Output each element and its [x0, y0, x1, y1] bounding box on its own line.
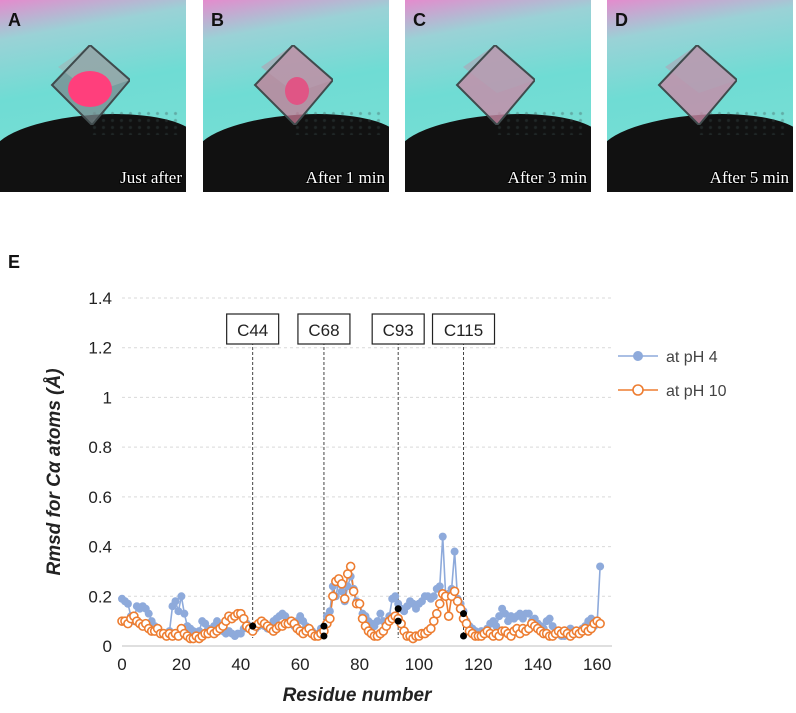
data-point-ph10	[595, 618, 605, 629]
data-point-ph10	[345, 561, 356, 572]
y-tick-label: 1	[103, 388, 112, 407]
panel-debris	[293, 110, 383, 135]
panel-debris	[495, 110, 585, 135]
panel-letter: C	[413, 10, 426, 30]
data-point-ph4	[373, 617, 382, 626]
data-point-ph4	[180, 609, 189, 618]
panel-letter-e: E	[8, 252, 21, 272]
data-point-ph10	[325, 613, 335, 624]
data-point-ph10	[348, 586, 359, 597]
data-point-ph4	[596, 562, 605, 571]
panel-caption: After 1 min	[305, 168, 385, 187]
data-point-ph4	[545, 614, 554, 623]
x-tick-label: 40	[231, 655, 250, 674]
crystal-image	[455, 45, 535, 125]
annotation-box	[297, 313, 351, 345]
panel-letter: B	[211, 10, 224, 30]
x-tick-label: 120	[464, 655, 492, 674]
annotation-box	[226, 313, 280, 345]
x-tick-label: 60	[291, 655, 310, 674]
x-tick-label: 0	[117, 655, 126, 674]
annotation-box	[371, 313, 425, 345]
annotation-label: C115	[444, 321, 483, 340]
data-point-ph4	[376, 609, 385, 618]
data-point-ph10	[354, 598, 365, 609]
y-tick-label: 0.4	[88, 538, 112, 557]
data-point-ph10	[449, 586, 460, 597]
data-point-ph4	[171, 597, 180, 606]
data-point-ph4	[435, 582, 444, 591]
data-point-ph10	[339, 593, 350, 604]
x-tick-label: 160	[583, 655, 611, 674]
y-tick-label: 0.8	[88, 438, 112, 457]
crystal-image	[657, 45, 737, 125]
annotation-label: C93	[383, 321, 414, 340]
y-axis-title: Rmsd for Cα atoms (Å)	[44, 368, 65, 575]
cys-marker	[394, 617, 402, 625]
data-point-ph4	[391, 592, 400, 601]
data-point-ph10	[443, 611, 454, 621]
data-point-ph4	[450, 547, 459, 556]
photo-panel-d: D After 5 min	[607, 0, 793, 192]
data-point-ph10	[434, 598, 445, 609]
data-point-ph4	[438, 532, 447, 541]
y-tick-label: 1.2	[88, 339, 112, 358]
panel-debris	[697, 110, 787, 135]
photo-panel-a: A Just after	[0, 0, 186, 192]
y-tick-label: 0	[103, 637, 112, 656]
panel-letter: A	[8, 10, 21, 30]
annotation-label: C68	[308, 321, 339, 340]
data-point-ph4	[492, 622, 501, 631]
data-point-ph4	[325, 607, 334, 616]
legend-marker-ph4	[633, 351, 643, 361]
legend-label-ph10: at pH 10	[666, 383, 727, 400]
panel-caption: After 5 min	[709, 168, 789, 187]
y-tick-label: 1.4	[88, 289, 112, 308]
panel-debris	[90, 110, 180, 135]
data-point-ph4	[429, 592, 438, 601]
cys-marker	[320, 632, 328, 640]
x-tick-label: 100	[405, 655, 433, 674]
cys-marker	[460, 610, 468, 618]
panel-caption: Just after	[120, 168, 182, 187]
x-tick-label: 140	[524, 655, 552, 674]
panel-letter: D	[615, 10, 628, 30]
x-tick-label: 20	[172, 655, 191, 674]
data-point-ph10	[336, 579, 347, 589]
photo-panel-b: B After 1 min	[203, 0, 389, 192]
data-point-ph4	[337, 587, 346, 596]
panel-caption: After 3 min	[507, 168, 587, 187]
cys-marker	[249, 622, 257, 630]
x-axis-title: Residue number	[283, 685, 433, 706]
data-point-ph4	[524, 609, 533, 618]
data-point-ph4	[123, 599, 132, 608]
cys-marker	[460, 632, 468, 640]
data-point-ph4	[144, 609, 153, 618]
y-tick-label: 0.2	[88, 587, 112, 606]
crystal-image	[50, 45, 130, 125]
rmsd-chart: 0 0.2 0.4 0.6 0.8 1 1.2 1.4 0 20 40 60 80 100 120 140 16…	[44, 289, 727, 706]
annotation-label: C44	[237, 321, 268, 340]
annotation-box	[431, 313, 496, 345]
data-point-ph10	[328, 591, 338, 602]
cys-marker	[320, 622, 328, 630]
legend-marker-ph10	[632, 384, 644, 396]
x-tick-label: 80	[350, 655, 369, 674]
crystal-image	[253, 45, 333, 125]
y-tick-label: 0.6	[88, 488, 112, 507]
cys-marker	[394, 605, 402, 613]
data-point-ph4	[177, 592, 186, 601]
legend-label-ph4: at pH 4	[666, 349, 718, 366]
photo-panel-c: C After 3 min	[405, 0, 591, 192]
data-point-ph10	[431, 608, 442, 619]
